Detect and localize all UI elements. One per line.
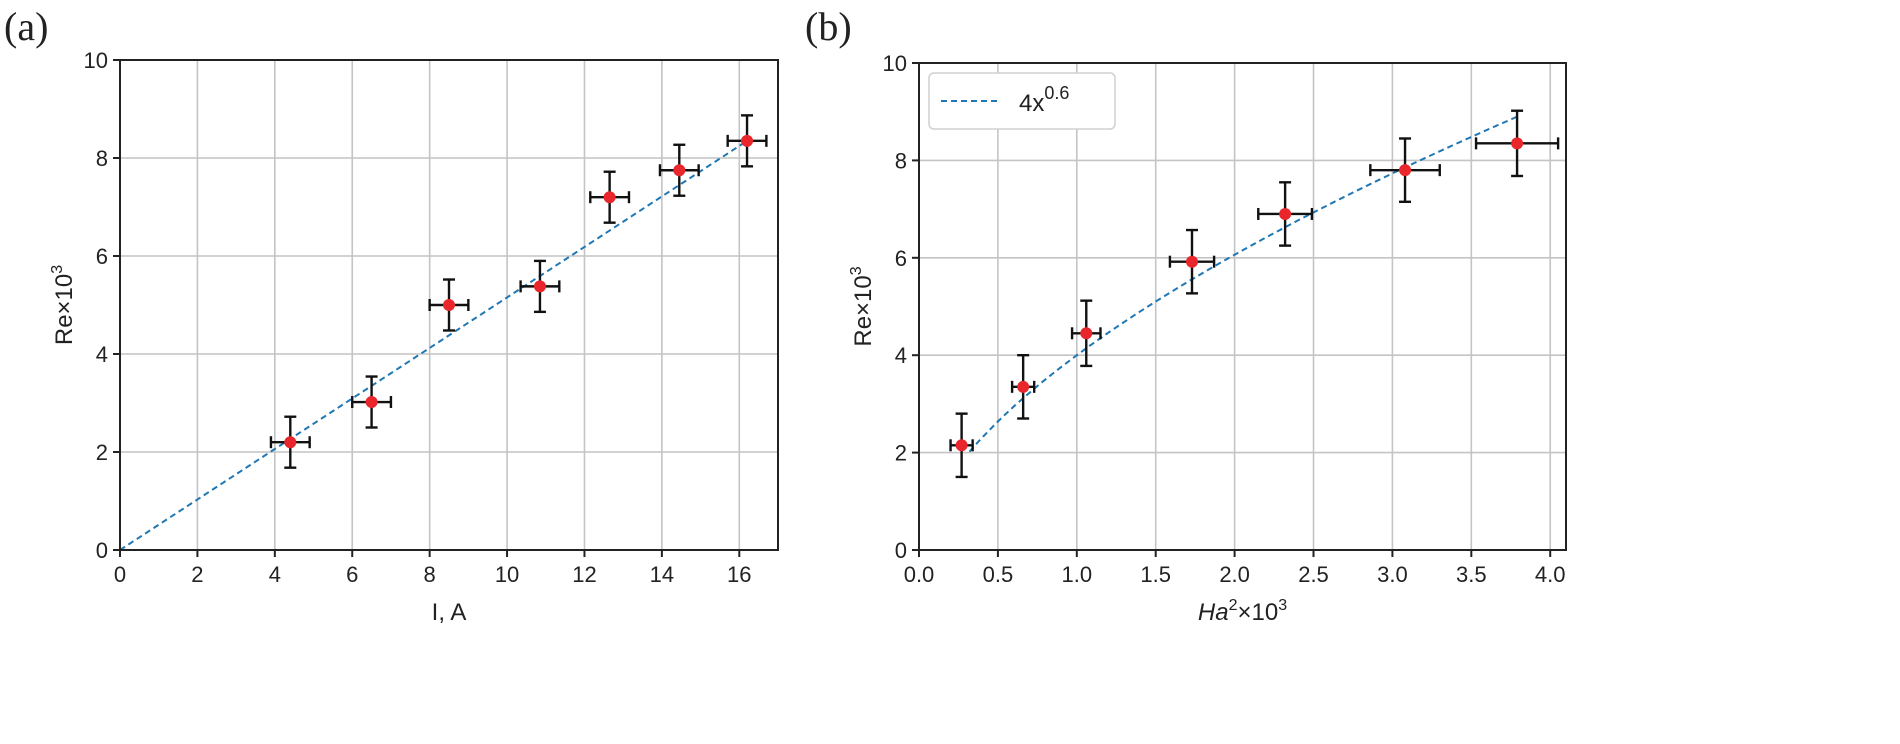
panel-b: (b) 0.0 0.5 1.0 1.5 2.0 2.5 3.0 3.5 4.0 0 2 4 6 8 10 Re…	[805, 4, 1567, 626]
data-point	[1080, 327, 1093, 340]
legend-label: 4x0.6	[1019, 83, 1069, 117]
x-tick-label: 10	[495, 562, 519, 587]
data-point	[443, 299, 455, 311]
plot-frame	[918, 62, 1567, 551]
y-axis-label: Re×103	[848, 266, 877, 346]
x-tick-label: 3.0	[1377, 562, 1408, 587]
x-tick-label: 2	[191, 562, 203, 587]
data-point	[955, 439, 968, 452]
data-point	[1399, 164, 1412, 177]
y-tick-label: 2	[895, 441, 907, 466]
y-tick-label: 6	[96, 244, 108, 269]
x-tick-label: 2.0	[1219, 562, 1250, 587]
x-tick-label: 16	[727, 562, 751, 587]
x-tick-label: 4	[269, 562, 281, 587]
y-tick-label: 10	[84, 48, 108, 73]
y-tick-label: 8	[96, 146, 108, 171]
y-tick-label: 6	[895, 246, 907, 271]
y-tick-label: 2	[96, 440, 108, 465]
data-point	[741, 134, 754, 147]
y-tick-label: 10	[883, 51, 907, 76]
fit-line	[968, 115, 1518, 453]
y-tick-label: 4	[96, 342, 108, 367]
x-tick-label: 1.5	[1140, 562, 1171, 587]
data-point	[1017, 380, 1030, 393]
legend-box	[928, 72, 1116, 130]
x-tick-label: 1.0	[1062, 562, 1093, 587]
data-point	[1511, 137, 1524, 150]
panel-a-label: (a)	[4, 4, 48, 49]
x-axis-label: Ha2×103	[1198, 597, 1287, 626]
data-point	[365, 396, 378, 409]
x-axis-label: I, A	[432, 599, 467, 626]
fit-line	[119, 140, 748, 551]
legend: 4x0.6	[928, 72, 1116, 130]
x-tick-label: 14	[650, 562, 674, 587]
x-tick-label: 0.0	[904, 562, 935, 587]
x-tick-label: 4.0	[1535, 562, 1566, 587]
data-point	[673, 164, 686, 177]
panel-a: (a) 0 2 4 6 8 10 12 14 16 0 2 4 6 8 10 Re×103 I, A	[4, 4, 779, 626]
data-point	[533, 280, 546, 293]
data-point	[1279, 207, 1292, 220]
data-point	[284, 436, 297, 449]
x-tick-label: 6	[346, 562, 358, 587]
x-tick-label: 0	[114, 562, 126, 587]
y-axis-label: Re×103	[49, 265, 78, 345]
y-tick-label: 8	[895, 148, 907, 173]
x-tick-label: 8	[424, 562, 436, 587]
data-point	[603, 191, 616, 204]
x-tick-label: 0.5	[983, 562, 1014, 587]
x-tick-label: 12	[572, 562, 596, 587]
x-tick-label: 3.5	[1456, 562, 1487, 587]
y-tick-label: 0	[895, 538, 907, 563]
y-tick-label: 0	[96, 538, 108, 563]
x-tick-label: 2.5	[1298, 562, 1329, 587]
panel-b-label: (b)	[805, 4, 852, 49]
data-point	[1186, 255, 1199, 268]
y-tick-label: 4	[895, 343, 907, 368]
plot-frame	[119, 59, 779, 551]
